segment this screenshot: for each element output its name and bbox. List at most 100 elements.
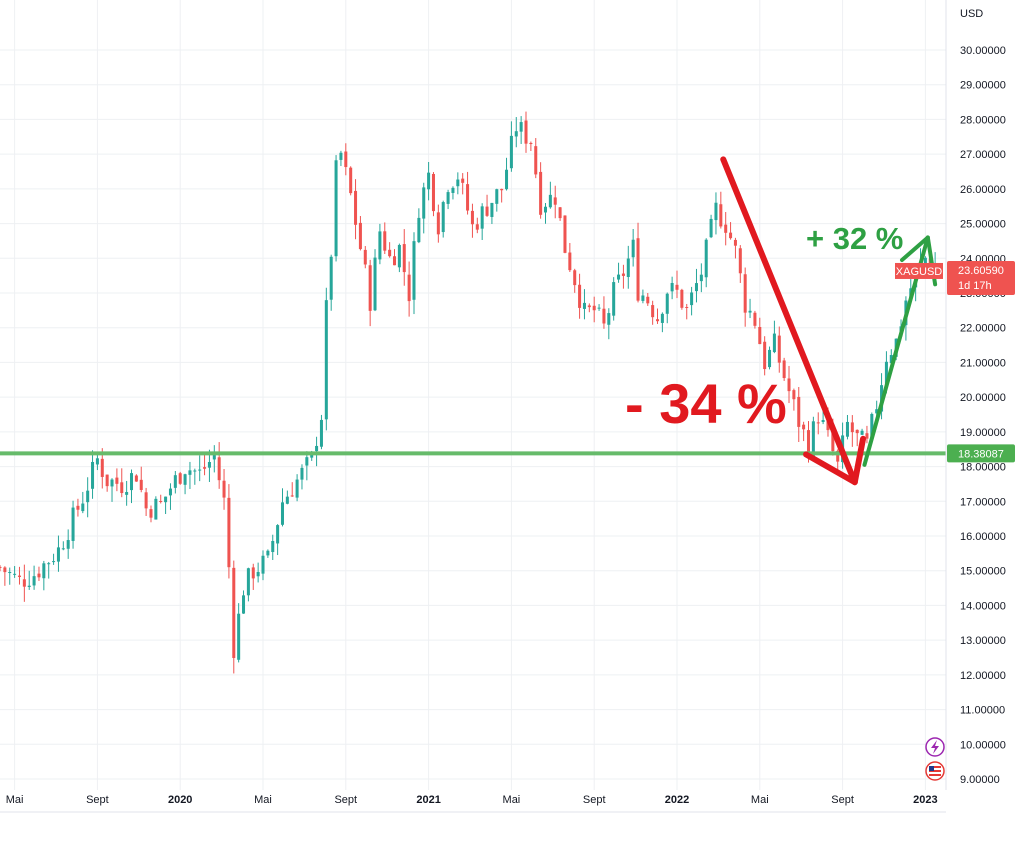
x-tick-label: Sept [583, 794, 606, 806]
candle-body [315, 445, 319, 452]
candle-body [105, 474, 109, 487]
candle-body [548, 194, 552, 208]
x-tick-label: Sept [334, 794, 357, 806]
candle-body [173, 475, 177, 488]
candle-body [212, 455, 216, 460]
candle-body [178, 473, 182, 484]
candle-body [222, 480, 226, 498]
price-axis[interactable]: USD 9.00000 10.00000 11.00000 12.00000 13.00… [945, 0, 1029, 790]
candle-body [646, 296, 650, 304]
candle-body [787, 378, 791, 392]
candle-body [392, 256, 397, 266]
candle-body [704, 239, 708, 278]
candle-body [514, 131, 518, 137]
candle-body [466, 184, 470, 211]
candle-body [159, 501, 163, 503]
candle-body [665, 293, 669, 314]
candle-body [251, 567, 255, 579]
y-tick-label: 22.00000 [960, 323, 1006, 335]
candle-body [417, 217, 421, 243]
candle-body [694, 283, 698, 292]
candle-body [865, 433, 869, 439]
grid-layer [0, 0, 946, 790]
candle-body [495, 189, 499, 204]
time-axis[interactable]: Mai Sept 2020 Mai Sept 2021 Mai Sept 2022 Mai Sept… [0, 790, 1029, 844]
y-tick-label: 9.00000 [960, 774, 1000, 786]
candle-body [485, 206, 489, 216]
candle-body [71, 507, 75, 541]
candle-body [339, 152, 343, 160]
y-tick-label: 15.00000 [960, 566, 1006, 578]
candle-body [300, 467, 304, 480]
candle-body [441, 202, 445, 233]
candle-body [475, 224, 479, 230]
candle-body [470, 210, 474, 225]
candle-body [280, 502, 284, 525]
candle-body [748, 310, 752, 313]
candle-body [120, 482, 124, 494]
candle-body [690, 292, 694, 306]
candle-body [358, 222, 362, 250]
candle-body [763, 341, 767, 370]
candle-body [714, 202, 718, 221]
candle-body [373, 257, 377, 311]
timeframe-text: 1d 17h [958, 280, 992, 292]
candle-body [490, 202, 494, 217]
candle-body [777, 335, 781, 363]
annotations: - 34 % + 32 % [625, 156, 938, 486]
candle-body [0, 566, 2, 568]
candle-body [383, 231, 387, 251]
candle-body [125, 492, 129, 495]
candle-body [446, 192, 450, 204]
candle-body [656, 319, 660, 322]
candle-body [563, 215, 567, 253]
candle-body [237, 613, 241, 660]
candle-body [733, 239, 737, 246]
candle-body [836, 450, 840, 462]
y-tick-label: 11.00000 [960, 705, 1005, 717]
candle-body [17, 575, 21, 577]
candle-body [285, 496, 289, 504]
x-tick-label: Mai [503, 794, 521, 806]
y-tick-label: 26.00000 [960, 184, 1006, 196]
symbol-badge-text: XAGUSD [896, 266, 943, 278]
candle-body [22, 579, 26, 587]
candle-body [256, 571, 260, 577]
candle-body [860, 430, 864, 435]
candle-body [8, 572, 12, 574]
candle-body [407, 274, 411, 302]
candle-body [582, 302, 586, 309]
candle-body [431, 173, 435, 212]
candle-body [183, 474, 187, 485]
candle-body [427, 172, 431, 190]
candle-body [587, 305, 591, 308]
candle-body [850, 422, 854, 433]
side-icons[interactable] [925, 737, 945, 781]
x-tick-label: Mai [254, 794, 272, 806]
symbol-badge [895, 262, 943, 279]
candle-body [636, 238, 640, 301]
y-tick-label: 10.00000 [960, 739, 1006, 751]
candle-body [821, 420, 825, 423]
x-tick-label: 2020 [168, 794, 192, 806]
candle-body [772, 333, 776, 353]
us-flag-icon[interactable] [925, 761, 945, 781]
candle-body [782, 360, 786, 379]
candle-body [743, 274, 747, 313]
lightning-icon[interactable] [925, 737, 945, 757]
candle-body [271, 540, 275, 553]
candle-body [889, 354, 893, 364]
candle-body [95, 458, 99, 465]
candle-body [388, 249, 392, 257]
candle-body [397, 244, 401, 268]
candle-body [505, 169, 509, 190]
candle-body [602, 308, 606, 324]
candle-body [290, 495, 294, 497]
candle-body [227, 497, 231, 568]
y-tick-label: 30.00000 [960, 45, 1006, 57]
candle-body [758, 326, 762, 345]
y-tick-label: 16.00000 [960, 531, 1006, 543]
candle-body [607, 313, 611, 325]
